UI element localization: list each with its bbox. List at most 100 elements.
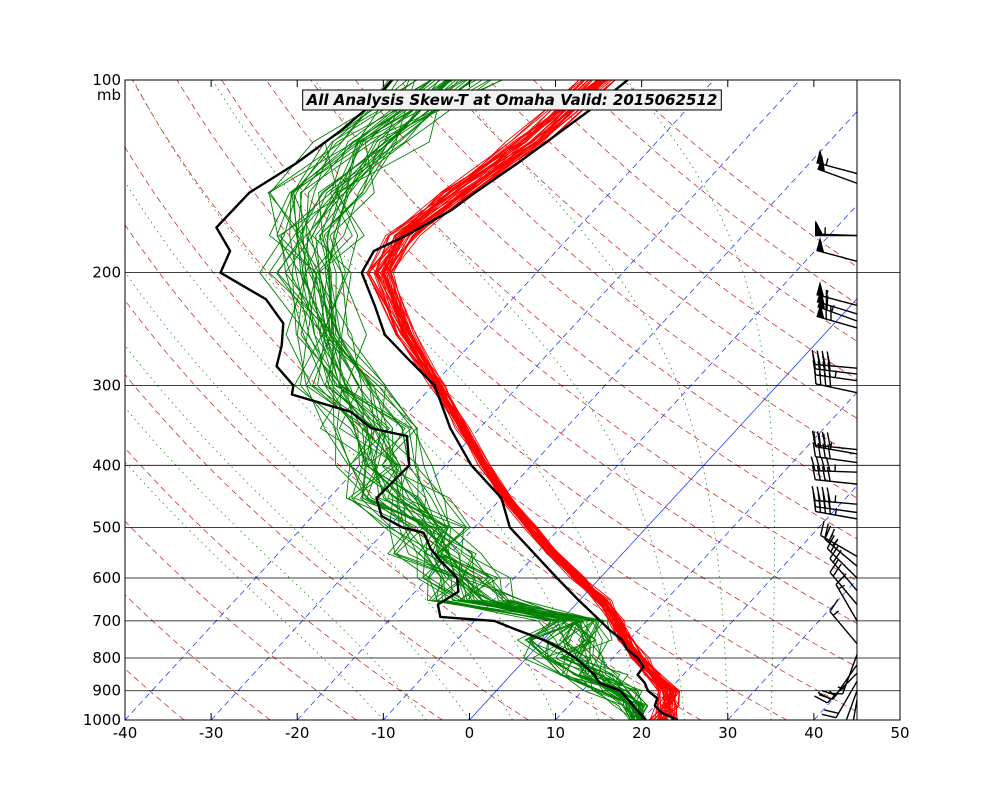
wind-barb bbox=[829, 598, 858, 645]
ensemble-member bbox=[268, 80, 632, 720]
ensemble-member bbox=[382, 80, 668, 720]
dry-adiabat-360 bbox=[310, 80, 857, 540]
dry-adiabat-350 bbox=[265, 80, 857, 582]
dry-adiabat-280 bbox=[125, 373, 529, 720]
wind-barb bbox=[815, 220, 858, 237]
wind-barb bbox=[816, 302, 858, 329]
dry-adiabat-310 bbox=[125, 146, 787, 720]
ensemble-member bbox=[318, 80, 645, 720]
isotherm--10 bbox=[383, 204, 857, 720]
dry-adiabat-370 bbox=[354, 80, 857, 499]
isotherm-20 bbox=[641, 485, 857, 720]
moist-adiabat-0 bbox=[125, 344, 470, 720]
ensemble-member bbox=[319, 80, 640, 720]
dry-adiabat-330 bbox=[176, 80, 857, 668]
analysis-profile bbox=[360, 80, 679, 720]
x-tick-label: -40 bbox=[113, 724, 138, 742]
wind-barb bbox=[821, 680, 858, 719]
ensemble-member bbox=[327, 80, 643, 720]
pressure-tick-label: 500 bbox=[92, 518, 121, 536]
pressure-axis-ticks: 100 200 300 400 500 600 700 800 900 1000 bbox=[83, 71, 121, 729]
ensemble-member bbox=[259, 80, 633, 720]
moist-adiabat--10 bbox=[125, 461, 384, 720]
ensemble-member bbox=[383, 80, 677, 720]
pressure-tick-label: 300 bbox=[92, 376, 121, 394]
wind-barb bbox=[814, 369, 858, 394]
x-tick-label: 0 bbox=[465, 724, 475, 742]
x-tick-label: 10 bbox=[546, 724, 565, 742]
ensemble-member bbox=[381, 80, 677, 720]
ensemble-member bbox=[375, 80, 671, 720]
wind-barb bbox=[814, 672, 858, 704]
ensemble-member bbox=[315, 80, 649, 720]
ensemble-member bbox=[389, 80, 674, 720]
wind-barb bbox=[810, 456, 858, 473]
ensemble-member bbox=[285, 80, 636, 720]
plot-frame bbox=[124, 79, 901, 721]
chart-title-box: All Analysis Skew-T at Omaha Valid: 2015… bbox=[302, 89, 722, 111]
ensemble-member bbox=[381, 80, 671, 720]
wind-barb bbox=[829, 559, 858, 605]
x-tick-label: 20 bbox=[632, 724, 651, 742]
pressure-tick-label: 1000 bbox=[83, 711, 121, 729]
pressure-tick-label: 900 bbox=[92, 682, 121, 700]
ensemble-member bbox=[379, 80, 680, 720]
ensemble-member bbox=[389, 80, 681, 720]
pressure-unit-label: mb bbox=[97, 86, 121, 104]
wind-barb bbox=[852, 699, 858, 720]
ensemble-member bbox=[301, 80, 641, 720]
x-tick-label: -30 bbox=[199, 724, 224, 742]
x-tick-label: 40 bbox=[804, 724, 823, 742]
dry-adiabat-390 bbox=[444, 80, 857, 419]
wind-barb bbox=[817, 155, 858, 184]
dry-adiabat-260 bbox=[125, 520, 357, 720]
pressure-tick-label: 400 bbox=[92, 456, 121, 474]
ensemble-member bbox=[388, 80, 674, 720]
ensemble-member bbox=[318, 80, 649, 720]
pressure-tick-label: 100 bbox=[92, 71, 121, 89]
pressure-tick-label: 600 bbox=[92, 569, 121, 587]
pressure-tick-label: 700 bbox=[92, 612, 121, 630]
ensemble-member bbox=[392, 80, 680, 720]
ensemble-member bbox=[375, 80, 675, 720]
wind-barb bbox=[813, 496, 858, 520]
pressure-gridlines bbox=[125, 80, 900, 720]
ensemble-member bbox=[387, 80, 678, 720]
ensemble-member bbox=[390, 80, 678, 720]
wind-barb bbox=[816, 236, 858, 262]
dry-adiabat-250 bbox=[125, 594, 271, 720]
chart-title: All Analysis Skew-T at Omaha Valid: 2015… bbox=[306, 91, 718, 109]
ensemble-member bbox=[382, 80, 672, 720]
ensemble-member bbox=[382, 80, 674, 720]
dry-adiabat-340 bbox=[221, 80, 857, 624]
ensemble-member bbox=[278, 80, 640, 720]
ensemble-member bbox=[268, 80, 640, 720]
ensemble-member bbox=[385, 80, 678, 720]
ensemble-member bbox=[377, 80, 677, 720]
ensemble-member bbox=[322, 80, 643, 720]
wind-barb bbox=[813, 432, 858, 455]
ensemble-member bbox=[377, 80, 679, 720]
pressure-tick-label: 800 bbox=[92, 649, 121, 667]
x-tick-label: -10 bbox=[371, 724, 396, 742]
ensemble-member bbox=[383, 80, 674, 720]
dry-adiabat-410 bbox=[533, 80, 857, 342]
isotherm-10 bbox=[555, 391, 857, 720]
wind-barb bbox=[812, 442, 858, 464]
dry-adiabat-430 bbox=[622, 80, 857, 268]
x-axis-ticks: -40 -30 -20 -10 0 10 20 30 40 50 bbox=[113, 80, 910, 742]
ensemble-member bbox=[381, 80, 674, 720]
dry-adiabat-230 bbox=[0, 80, 98, 720]
moist-adiabat--5 bbox=[125, 406, 427, 720]
x-tick-label: -20 bbox=[285, 724, 310, 742]
wind-barb bbox=[826, 535, 858, 579]
isotherm--20 bbox=[296, 110, 857, 720]
ensemble-member bbox=[383, 80, 679, 720]
wind-barb bbox=[824, 525, 858, 567]
ensemble-member bbox=[386, 80, 677, 720]
ensemble-member bbox=[322, 80, 642, 720]
dry-adiabat-380 bbox=[399, 80, 857, 459]
isotherm--30 bbox=[210, 80, 801, 720]
moist-adiabat-30 bbox=[449, 80, 729, 720]
